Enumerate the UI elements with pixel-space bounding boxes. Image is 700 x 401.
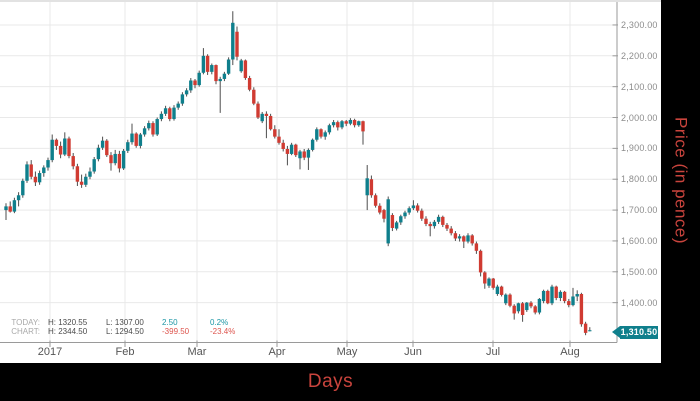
chart-high: H: 2344.50 xyxy=(48,327,88,336)
y-axis-tick-label: 1,700.00 xyxy=(621,205,658,216)
y-axis-tick-label: 2,300.00 xyxy=(621,19,658,30)
today-change: 2.50 xyxy=(162,318,178,327)
y-axis-title-bar: Price (in pence) xyxy=(661,0,700,401)
x-axis-tick-label: Apr xyxy=(268,346,286,358)
today-label: TODAY: xyxy=(11,318,40,327)
today-low: L: 1307.00 xyxy=(106,318,144,327)
badge-arrow-icon xyxy=(612,325,620,338)
chart-low: L: 1294.50 xyxy=(106,327,144,336)
chart-change: -399.50 xyxy=(162,327,190,336)
plot-area[interactable]: 2,300.00 2,200.00 2,100.00 2,000.00 1,900.00… xyxy=(0,0,661,363)
y-axis-tick-label: 2,100.00 xyxy=(621,81,658,92)
y-axis-tick-label: 1,600.00 xyxy=(621,235,658,246)
y-axis-tick-label: 2,000.00 xyxy=(621,112,658,123)
chart-label: CHART: xyxy=(11,327,40,336)
top-edge-divider xyxy=(0,0,661,2)
chart-info-row: CHART: H: 2344.50 L: 1294.50 -399.50 -23… xyxy=(10,328,250,336)
y-axis-tick-label: 1,400.00 xyxy=(621,297,658,308)
x-axis-tick-label: Mar xyxy=(187,346,207,358)
x-axis-tick-label: Jul xyxy=(485,346,501,358)
y-axis-tick-label: 1,500.00 xyxy=(621,266,658,277)
today-high: H: 1320.55 xyxy=(48,318,88,327)
chart-change-pct: -23.4% xyxy=(210,327,236,336)
x-axis-title: Days xyxy=(307,371,354,392)
y-axis-tick-label: 1,800.00 xyxy=(621,174,658,185)
y-axis-title: Price (in pence) xyxy=(671,116,691,245)
x-axis-tick-label: Feb xyxy=(115,346,135,358)
y-axis-tick-label: 2,200.00 xyxy=(621,50,658,61)
y-axis-tick-label: 1,900.00 xyxy=(621,143,658,154)
x-axis-tick-label: Jun xyxy=(404,346,422,358)
x-axis-tick-label: Aug xyxy=(560,346,580,358)
x-axis-tick-label: 2017 xyxy=(37,346,63,358)
x-axis-title-bar: Days xyxy=(0,363,661,401)
ohlc-info-panel: TODAY: H: 1320.55 L: 1307.00 2.50 0.2% C… xyxy=(10,319,250,337)
x-axis-tick-label: May xyxy=(336,346,358,358)
last-price-value: 1,310.50 xyxy=(620,326,658,337)
last-price-badge: 1,310.50 xyxy=(612,325,658,339)
today-change-pct: 0.2% xyxy=(210,318,229,327)
candlestick-chart[interactable] xyxy=(0,0,661,363)
today-info-row: TODAY: H: 1320.55 L: 1307.00 2.50 0.2% xyxy=(10,319,250,327)
